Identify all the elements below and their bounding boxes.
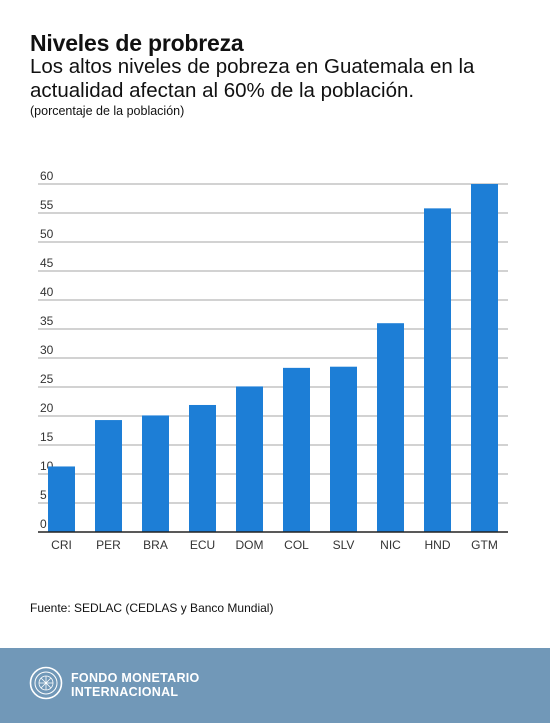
units-label: (porcentaje de la población) — [30, 104, 185, 118]
x-tick-label: NIC — [380, 538, 401, 552]
y-tick-label: 5 — [40, 488, 47, 502]
x-tick-label: CRI — [51, 538, 72, 552]
org-name-line1: FONDO MONETARIO — [71, 671, 200, 685]
y-tick-label: 0 — [40, 517, 47, 531]
y-tick-label: 50 — [40, 227, 54, 241]
x-tick-label: GTM — [471, 538, 498, 552]
chart-title: Niveles de probreza — [30, 30, 244, 56]
bar-bra — [142, 415, 169, 532]
y-tick-label: 55 — [40, 198, 54, 212]
x-tick-label: COL — [284, 538, 309, 552]
y-tick-label: 45 — [40, 256, 54, 270]
bar-per — [95, 420, 122, 532]
bar-nic — [377, 323, 404, 532]
bar-cri — [48, 466, 75, 532]
source-note: Fuente: SEDLAC (CEDLAS y Banco Mundial) — [30, 601, 274, 615]
imf-seal-icon — [29, 666, 63, 700]
bar-ecu — [189, 404, 216, 532]
org-name-line2: INTERNACIONAL — [71, 685, 179, 699]
x-tick-label: DOM — [236, 538, 264, 552]
bar-slv — [330, 366, 357, 532]
bar-col — [283, 367, 310, 532]
bar-hnd — [424, 208, 451, 533]
chart-subtitle: Los altos niveles de pobreza en Guatemal… — [30, 55, 475, 102]
x-tick-label: ECU — [190, 538, 215, 552]
y-tick-label: 30 — [40, 343, 54, 357]
y-tick-label: 20 — [40, 401, 54, 415]
y-tick-label: 15 — [40, 430, 54, 444]
y-tick-label: 25 — [40, 372, 54, 386]
x-tick-label: HND — [425, 538, 451, 552]
org-name: FONDO MONETARIO INTERNACIONAL — [71, 671, 200, 699]
x-tick-label: PER — [96, 538, 121, 552]
y-tick-label: 60 — [40, 169, 54, 183]
footer-bar — [0, 648, 550, 723]
y-tick-label: 35 — [40, 314, 54, 328]
bar-dom — [236, 386, 263, 532]
x-tick-label: BRA — [143, 538, 168, 552]
y-tick-label: 40 — [40, 285, 54, 299]
bar-gtm — [471, 184, 498, 532]
x-tick-label: SLV — [333, 538, 355, 552]
